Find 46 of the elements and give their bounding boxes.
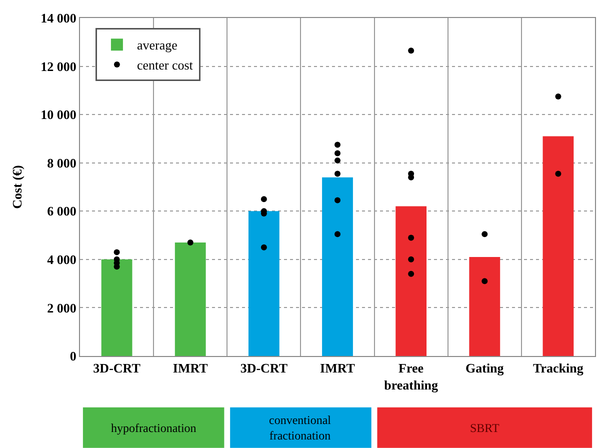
text: SBRT <box>470 421 500 435</box>
point <box>260 244 267 250</box>
y-tick-label: 0 <box>70 348 76 364</box>
legend-label: average <box>136 38 178 53</box>
x-tick-label: IMRT <box>172 360 208 376</box>
point <box>408 270 414 277</box>
bar <box>469 257 500 356</box>
bar <box>101 259 132 356</box>
x-tick-label: 3D-CRT <box>93 360 141 376</box>
bar <box>396 206 427 356</box>
point <box>334 157 340 164</box>
y-tick-label: 6 000 <box>47 204 76 219</box>
y-tick-label: 8 000 <box>47 155 76 170</box>
point <box>482 278 488 284</box>
bar <box>542 136 574 356</box>
y-tick-label: 4 000 <box>47 252 76 267</box>
point <box>334 142 340 148</box>
y-tick-label: 10 000 <box>40 107 76 122</box>
point <box>555 93 562 100</box>
text: conventional fractionation <box>269 413 332 443</box>
point <box>187 240 194 246</box>
y-axis-title: Cost (€) <box>10 165 25 209</box>
y-tick-label: 12 000 <box>40 58 76 74</box>
y-tick-label: 14 000 <box>40 10 76 26</box>
point <box>408 234 414 241</box>
point <box>334 170 340 177</box>
x-tick-label: Free breathing <box>384 360 439 392</box>
point <box>114 249 120 256</box>
x-tick-label: IMRT <box>320 360 356 376</box>
point <box>334 231 340 238</box>
point <box>555 170 562 177</box>
bar <box>174 242 206 356</box>
point <box>482 231 488 238</box>
point <box>408 48 414 54</box>
point <box>334 150 340 156</box>
point <box>334 197 340 204</box>
bar <box>248 211 280 356</box>
x-tick-label: 3D-CRT <box>240 360 288 376</box>
bar <box>322 177 353 356</box>
point <box>260 196 267 202</box>
y-tick-label: 2 000 <box>47 300 76 316</box>
text: hypofractionation <box>111 421 196 435</box>
legend-label: center cost <box>136 58 194 73</box>
point <box>408 256 414 262</box>
x-tick-label: Gating <box>465 360 504 376</box>
x-tick-label: Tracking <box>533 360 584 376</box>
